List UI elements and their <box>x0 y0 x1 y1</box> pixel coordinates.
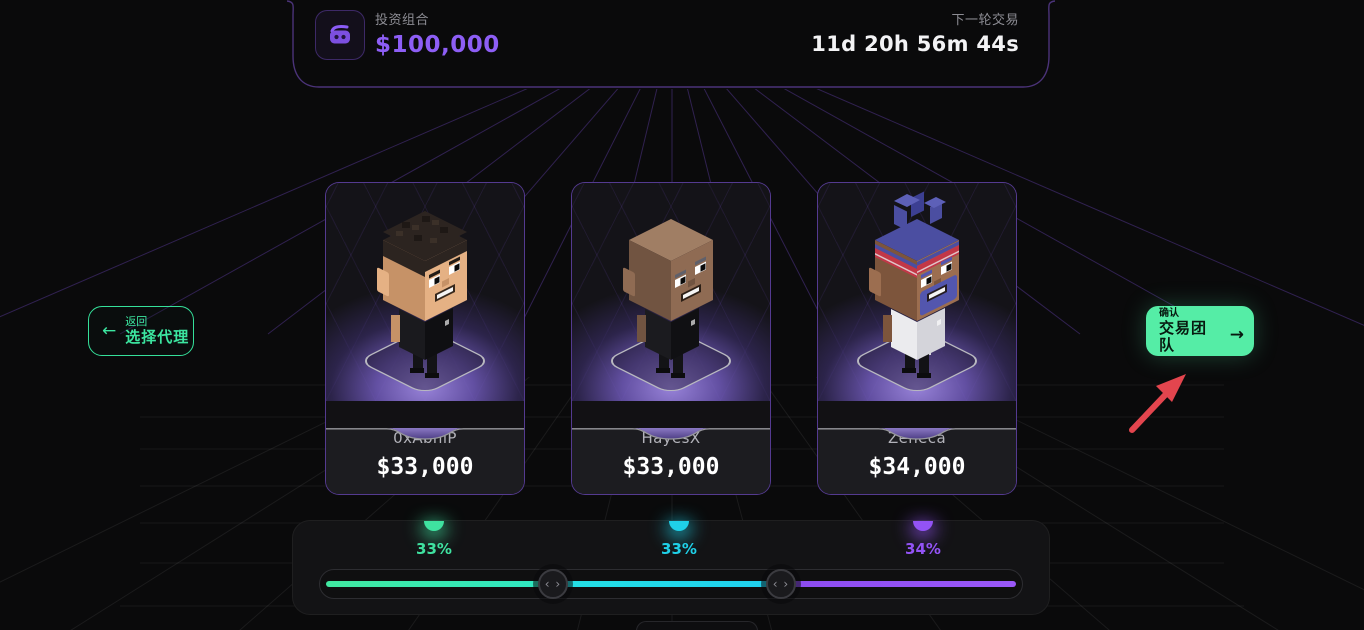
card-divider <box>326 428 524 440</box>
agent-avatar <box>610 219 732 392</box>
countdown-timer: 11d 20h 56m 44s <box>811 32 1019 56</box>
allocation-dot <box>424 521 444 531</box>
agent-avatar <box>856 191 978 392</box>
allocation-percent: 33% <box>416 540 452 558</box>
portfolio-header-panel: 投资组合 $100,000 下一轮交易 11d 20h 56m 44s <box>287 0 1055 89</box>
arrow-right-icon: → <box>1229 325 1244 345</box>
slider-handle[interactable]: ‹ › <box>766 569 796 599</box>
allocation-percent: 34% <box>905 540 941 558</box>
agent-allocation: $34,000 <box>868 454 966 480</box>
header-border <box>287 0 1055 88</box>
confirm-button[interactable]: 确认 交易团队 → <box>1146 306 1254 356</box>
wallet-icon <box>330 25 350 44</box>
card-divider <box>818 428 1016 440</box>
wallet-icon-box <box>315 10 365 60</box>
card-divider <box>572 428 770 440</box>
portfolio-label: 投资组合 <box>375 13 430 28</box>
allocation-segment-green <box>326 581 554 587</box>
agent-allocation: $33,000 <box>376 454 474 480</box>
bottom-panel-peek <box>636 621 758 630</box>
agent-card[interactable]: 0xAbhiP $33,000 <box>325 182 525 495</box>
portfolio-value: $100,000 <box>375 32 500 58</box>
agent-card-footer: HayesX $33,000 <box>572 428 770 494</box>
agent-card[interactable]: Zeneca $34,000 <box>817 182 1017 495</box>
agent-portrait <box>326 183 524 401</box>
allocation-bar <box>326 581 1016 587</box>
allocation-slider-track[interactable] <box>319 569 1023 599</box>
agent-portrait <box>818 183 1016 401</box>
agent-portrait <box>572 183 770 401</box>
arrow-left-icon: ← <box>102 320 117 341</box>
back-button-top-label: 返回 <box>125 315 148 329</box>
allocation-dot <box>669 521 689 531</box>
allocation-dot <box>913 521 933 531</box>
agent-allocation: $33,000 <box>622 454 720 480</box>
confirm-button-top-label: 确认 <box>1159 308 1179 319</box>
agent-card-footer: Zeneca $34,000 <box>818 428 1016 494</box>
slider-handle[interactable]: ‹ › <box>538 569 568 599</box>
allocation-segment-purple <box>781 581 1016 587</box>
agent-avatar <box>364 211 486 392</box>
red-arrow-annotation <box>1129 374 1186 433</box>
back-button[interactable]: ← 返回 选择代理 <box>88 306 194 356</box>
allocation-panel: 33% 33% 34% ‹ › ‹ › <box>292 520 1050 615</box>
allocation-segment-cyan <box>553 581 782 587</box>
agent-card-footer: 0xAbhiP $33,000 <box>326 428 524 494</box>
confirm-button-label: 交易团队 <box>1159 318 1208 354</box>
agent-card[interactable]: HayesX $33,000 <box>571 182 771 495</box>
next-round-label: 下一轮交易 <box>951 13 1019 28</box>
back-button-label: 选择代理 <box>125 327 190 346</box>
allocation-percent: 33% <box>661 540 697 558</box>
